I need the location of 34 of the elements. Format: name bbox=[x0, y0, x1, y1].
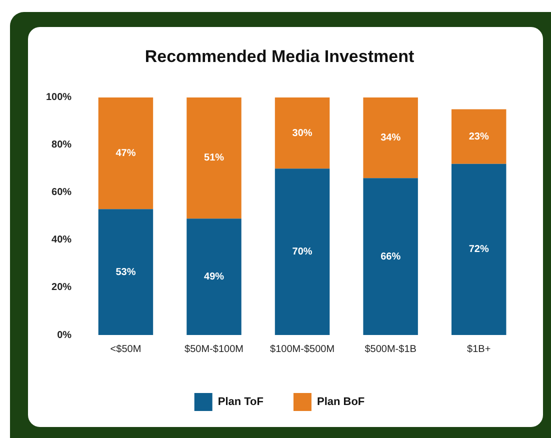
data-label: 34% bbox=[380, 132, 401, 144]
bar bbox=[98, 209, 154, 335]
bar bbox=[186, 218, 242, 335]
data-label: 66% bbox=[380, 251, 401, 262]
data-label: 30% bbox=[292, 128, 312, 139]
y-tick-label: 100% bbox=[46, 92, 72, 104]
y-tick-label: 40% bbox=[52, 234, 72, 246]
data-label: 70% bbox=[292, 246, 312, 258]
x-tick-label: $500M-$1B bbox=[364, 344, 417, 355]
x-tick-label: $1B+ bbox=[467, 344, 491, 355]
legend-label: Plan BoF bbox=[316, 396, 365, 408]
data-label: 53% bbox=[116, 266, 136, 278]
data-label: 23% bbox=[468, 131, 489, 142]
y-tick-label: 0% bbox=[57, 330, 72, 341]
bar bbox=[363, 97, 418, 178]
x-tick-label: $50M-$100M bbox=[184, 344, 244, 355]
data-label: 51% bbox=[204, 152, 224, 164]
y-tick-label: 60% bbox=[52, 187, 72, 198]
data-label: 72% bbox=[468, 244, 489, 256]
bar bbox=[363, 178, 418, 335]
bar bbox=[98, 97, 154, 210]
y-tick-label: 20% bbox=[52, 282, 72, 294]
data-label: 49% bbox=[204, 272, 224, 283]
bar bbox=[186, 97, 242, 219]
y-tick-label: 80% bbox=[52, 140, 72, 151]
x-tick-label: $100M-$500M bbox=[270, 344, 335, 355]
bar bbox=[451, 109, 506, 164]
x-tick-label: <$50M bbox=[110, 344, 142, 355]
bar bbox=[451, 164, 506, 335]
legend-label: Plan ToF bbox=[218, 396, 264, 408]
bar bbox=[274, 97, 330, 169]
data-label: 47% bbox=[116, 148, 136, 159]
bar bbox=[274, 168, 330, 335]
chart-title: Recommended Media Investment bbox=[144, 46, 414, 66]
